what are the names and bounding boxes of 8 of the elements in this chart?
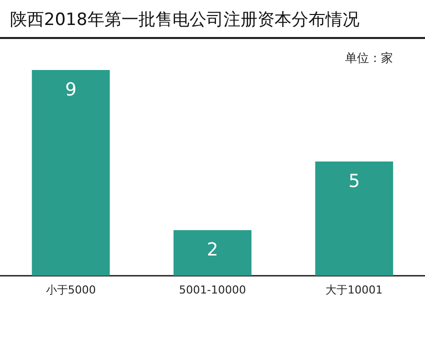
- chart-title: 陕西2018年第一批售电公司注册资本分布情况: [10, 9, 360, 31]
- data-label: 2: [206, 240, 218, 261]
- data-label: 9: [65, 80, 77, 101]
- x-tick-label: 大于10001: [326, 283, 383, 296]
- x-tick-label: 小于5000: [46, 283, 96, 296]
- data-label: 5: [348, 171, 360, 192]
- text: 单位：家: [345, 50, 393, 67]
- x-tick-label: 5001-10000: [179, 283, 246, 296]
